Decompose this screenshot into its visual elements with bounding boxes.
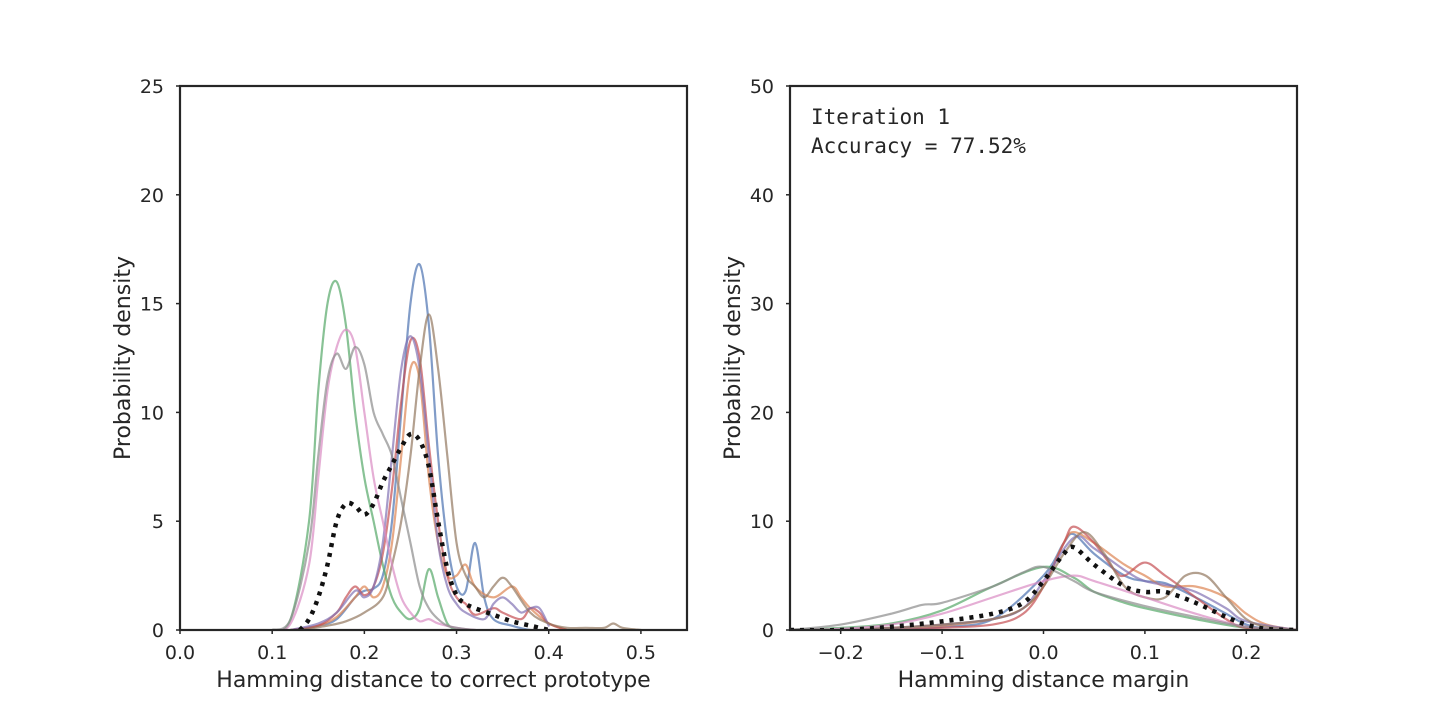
y-tick-label: 20 (140, 185, 164, 207)
y-tick-label: 0 (152, 620, 164, 642)
y-tick-label: 50 (750, 76, 774, 98)
x-tick-label: 0.0 (1028, 642, 1058, 664)
mean-density-curve (298, 431, 550, 630)
y-tick-label: 15 (140, 294, 164, 316)
right-panel: −0.2 −0.1 0.0 0.1 0.2 0 10 20 30 40 50 Hamming dist… (721, 76, 1299, 693)
x-tick-label: 0.1 (1130, 642, 1160, 664)
x-tick-label: −0.2 (818, 642, 864, 664)
x-tick-label: 0.2 (349, 642, 379, 664)
x-tick-label: 0.3 (441, 642, 471, 664)
axes-frame (178, 84, 689, 632)
density-curve-4 (790, 525, 1297, 630)
y-tick-label: 10 (750, 511, 774, 533)
annotation-line-2: Accuracy = 77.52% (811, 134, 1026, 158)
axes-frame (788, 84, 1299, 632)
left-panel: 0.0 0.1 0.2 0.3 0.4 0.5 0 5 10 15 20 25 Hamming dist… (111, 76, 689, 693)
y-tick-label: 40 (750, 185, 774, 207)
density-curve-6 (790, 530, 1297, 630)
y-tick-label: 25 (140, 76, 164, 98)
density-curve-3 (271, 279, 458, 630)
x-tick-label: 0.5 (626, 642, 656, 664)
density-curve-7 (271, 328, 495, 630)
density-curve-1 (289, 262, 550, 630)
y-tick-label: 20 (750, 402, 774, 424)
plot-area (790, 525, 1297, 630)
annotation-line-1: Iteration 1 (811, 105, 950, 129)
y-axis-label: Probability density (111, 256, 136, 460)
y-tick-label: 5 (152, 511, 164, 533)
y-tick-label: 0 (762, 620, 774, 642)
x-tick-label: 0.4 (534, 642, 564, 664)
y-axis-label: Probability density (721, 256, 746, 460)
y-tick-label: 30 (750, 294, 774, 316)
x-axis-label: Hamming distance margin (898, 668, 1190, 693)
x-tick-label: 0.2 (1231, 642, 1261, 664)
density-curve-6 (298, 313, 643, 630)
y-tick-label: 10 (140, 402, 164, 424)
x-tick-label: 0.1 (257, 642, 287, 664)
x-tick-label: −0.1 (919, 642, 965, 664)
x-tick-label: 0.0 (165, 642, 195, 664)
density-curve-8 (271, 346, 495, 630)
x-axis-label: Hamming distance to correct prototype (216, 668, 650, 693)
plot-area (271, 262, 643, 630)
density-curve-7 (790, 574, 1297, 630)
density-curve-8 (790, 565, 1297, 630)
density-curve-2 (289, 360, 569, 630)
